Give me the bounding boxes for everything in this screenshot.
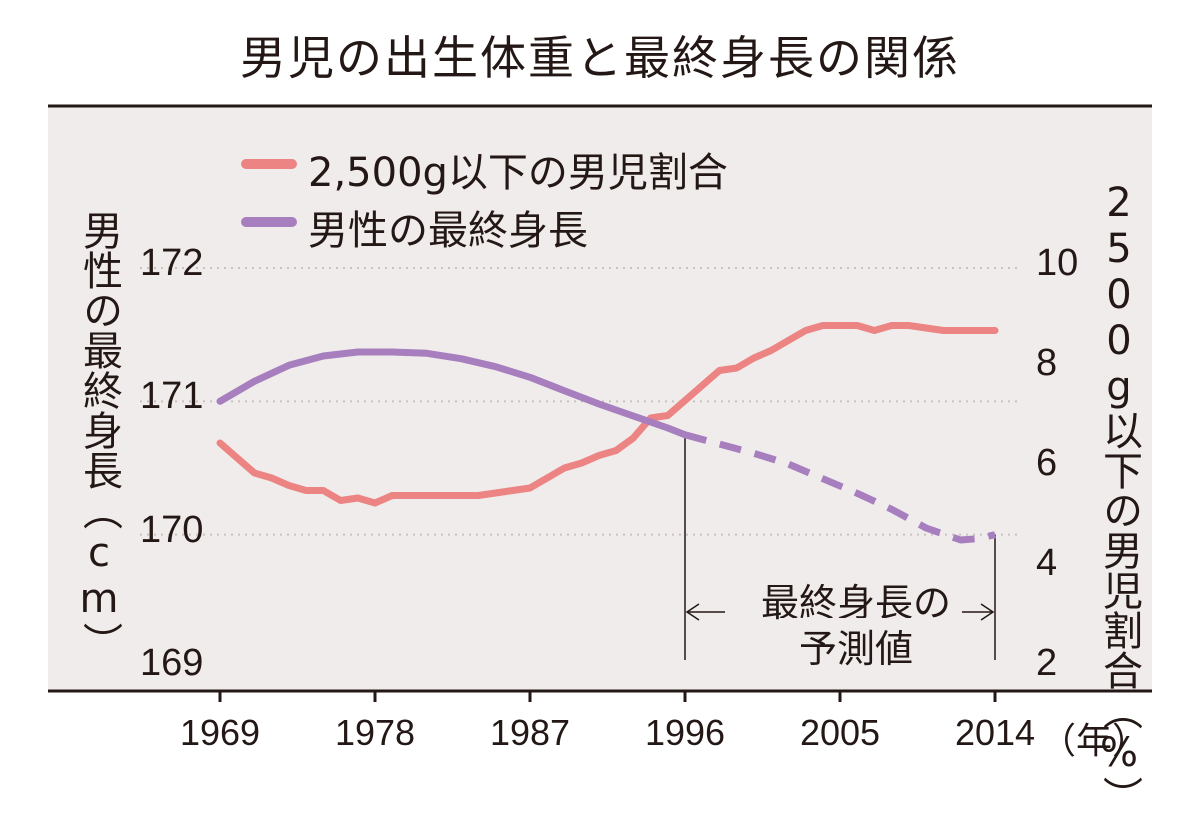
right-tick-8: 8 (1036, 342, 1058, 384)
chart-title: 男児の出生体重と最終身長の関係 (240, 31, 960, 85)
legend-swatches (241, 159, 297, 227)
series-line-height-predicted (684, 431, 996, 544)
x-tick-2014: 2014 (954, 712, 1036, 753)
right-tick-10: 10 (1036, 242, 1079, 284)
plot-background (48, 106, 1152, 691)
x-tick-2005: 2005 (799, 712, 881, 753)
right-axis-label: 2500g以下の男児割合（%） (1096, 180, 1142, 816)
right-tick-2: 2 (1036, 642, 1058, 684)
left-tick-172: 172 (140, 242, 204, 284)
right-tick-6: 6 (1036, 442, 1058, 484)
left-tick-171: 171 (140, 375, 204, 418)
annotation-arrowhead-left (685, 603, 700, 621)
x-tick-1987: 1987 (489, 712, 571, 753)
x-tick-marks (218, 691, 997, 702)
annotation-line-1: 最終身長の (750, 572, 962, 627)
legend-label-low-weight: 2,500g以下の男児割合 (308, 150, 728, 196)
annotation-arrowhead-right (980, 603, 995, 621)
x-tick-1996: 1996 (644, 712, 726, 753)
x-tick-1969: 1969 (179, 712, 261, 753)
series-line-height (216, 348, 689, 439)
left-tick-169: 169 (140, 642, 204, 684)
x-tick-1978: 1978 (334, 712, 416, 753)
right-tick-4: 4 (1036, 542, 1058, 584)
left-axis-label: 男性の最終身長（cm） (76, 210, 122, 662)
series-lines (216, 322, 999, 544)
annotation-line-2: 予測値 (780, 618, 932, 673)
x-axis-unit: （年） (1040, 720, 1149, 761)
series-line-low-weight (216, 322, 999, 507)
legend-label-height: 男性の最終身長 (308, 208, 588, 254)
left-tick-170: 170 (140, 508, 204, 551)
prediction-annotation (684, 434, 996, 660)
